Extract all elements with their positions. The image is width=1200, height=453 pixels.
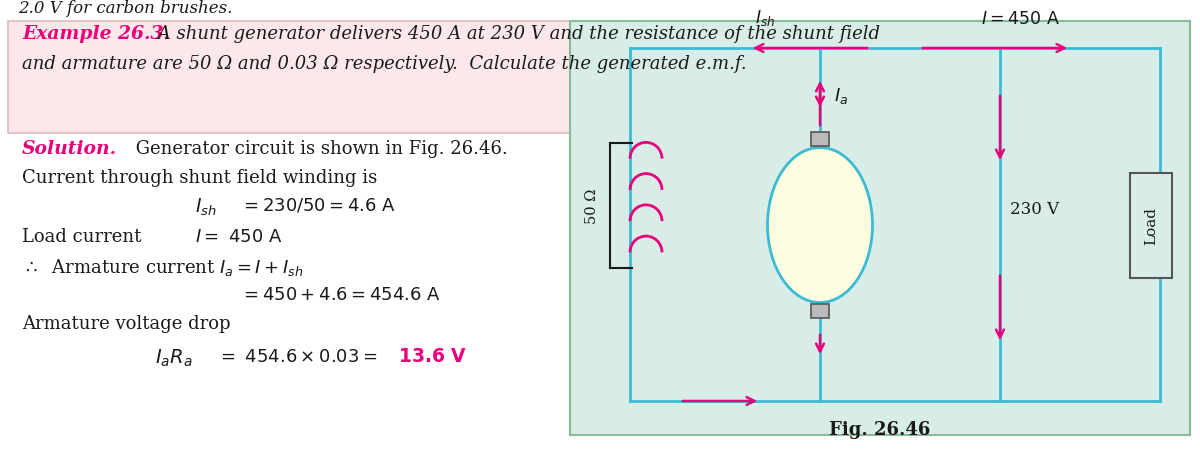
Text: Solution.: Solution. bbox=[22, 140, 118, 158]
Text: $= 230/50 = 4.6\ \mathrm{A}$: $= 230/50 = 4.6\ \mathrm{A}$ bbox=[240, 197, 396, 215]
Text: $\therefore$  Armature current $I_a = I + I_{sh}$: $\therefore$ Armature current $I_a = I +… bbox=[22, 257, 304, 278]
Text: Load: Load bbox=[1144, 207, 1158, 245]
Text: $I_a$: $I_a$ bbox=[834, 86, 848, 106]
Text: A shunt generator delivers 450 A at 230 V and the resistance of the shunt field: A shunt generator delivers 450 A at 230 … bbox=[152, 25, 880, 43]
Ellipse shape bbox=[768, 148, 872, 303]
Bar bbox=[1130, 173, 1172, 278]
Text: 230 V: 230 V bbox=[1010, 202, 1060, 218]
Text: and armature are 50 Ω and 0.03 Ω respectively.  Calculate the generated e.m.f.: and armature are 50 Ω and 0.03 Ω respect… bbox=[22, 55, 746, 73]
Text: Fig. 26.46: Fig. 26.46 bbox=[829, 421, 931, 439]
Text: 50 Ω: 50 Ω bbox=[586, 188, 599, 224]
Text: $=\ 454.6 \times 0.03 =$: $=\ 454.6 \times 0.03 =$ bbox=[217, 348, 377, 366]
FancyBboxPatch shape bbox=[570, 21, 1190, 435]
Text: $\mathbf{13.6\ V}$: $\mathbf{13.6\ V}$ bbox=[398, 348, 467, 366]
Bar bbox=[811, 304, 829, 318]
Text: $I_{sh}$: $I_{sh}$ bbox=[194, 197, 217, 218]
Text: $I = 450\ \mathrm{A}$: $I = 450\ \mathrm{A}$ bbox=[980, 11, 1060, 28]
Text: $I_{sh}$: $I_{sh}$ bbox=[755, 8, 775, 28]
Text: Load current: Load current bbox=[22, 228, 142, 246]
Text: Example 26.3.: Example 26.3. bbox=[22, 25, 170, 43]
Bar bbox=[811, 132, 829, 146]
Text: $I =\ 450\ \mathrm{A}$: $I =\ 450\ \mathrm{A}$ bbox=[194, 228, 283, 246]
Text: Armature voltage drop: Armature voltage drop bbox=[22, 315, 230, 333]
Text: Generator circuit is shown in Fig. 26.46.: Generator circuit is shown in Fig. 26.46… bbox=[130, 140, 508, 158]
FancyBboxPatch shape bbox=[8, 21, 600, 133]
Text: 2.0 V for carbon brushes.: 2.0 V for carbon brushes. bbox=[18, 0, 233, 17]
Text: $= 450 + 4.6 = 454.6\ \mathrm{A}$: $= 450 + 4.6 = 454.6\ \mathrm{A}$ bbox=[240, 286, 440, 304]
Text: Current through shunt field winding is: Current through shunt field winding is bbox=[22, 169, 377, 187]
Text: $I_a R_a$: $I_a R_a$ bbox=[155, 348, 193, 369]
